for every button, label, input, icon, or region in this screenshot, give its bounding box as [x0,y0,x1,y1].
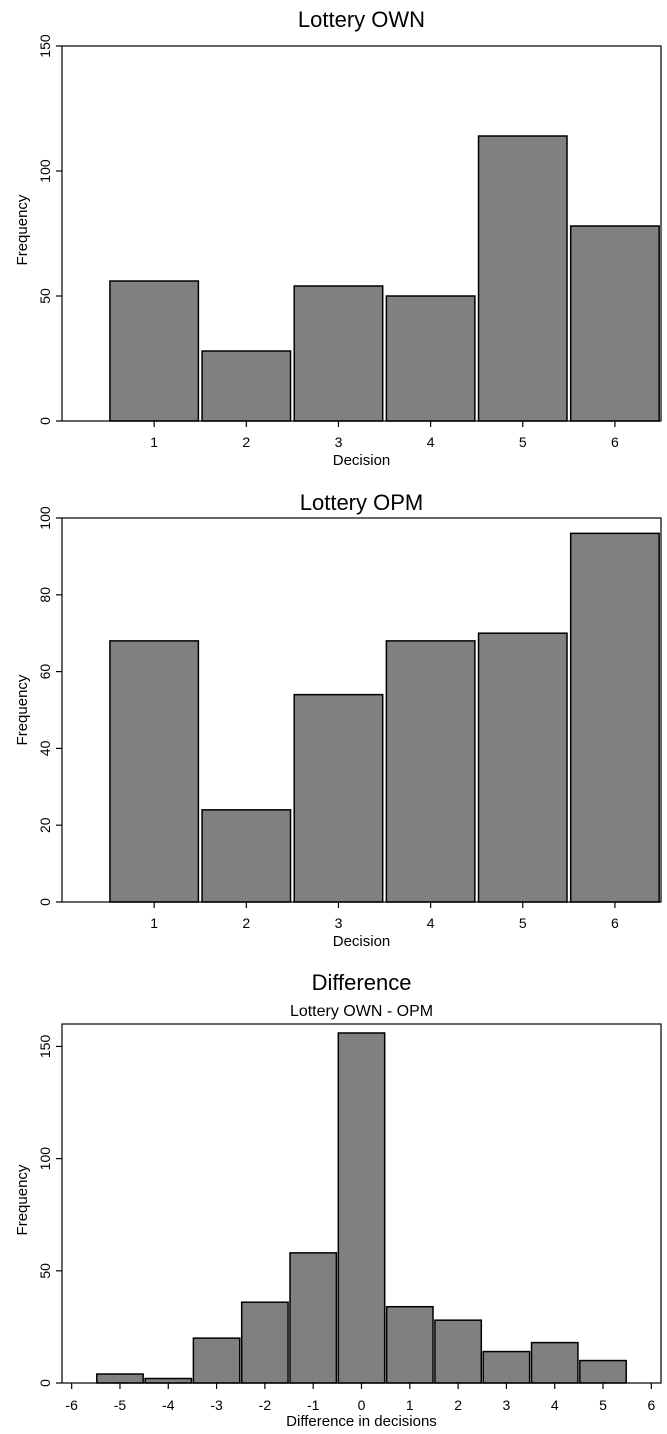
x-tick-label: -6 [65,1397,78,1413]
bar-minus-2 [240,1301,289,1384]
x-tick-label: 6 [611,434,619,450]
x-tick-label: -5 [114,1397,127,1413]
chart-panel-1: Lottery OWN 0 50 100 150 1 2 3 4 5 6 Decision Freque… [14,7,662,469]
bar-minus-3 [192,1337,241,1384]
y-tick-label: 50 [37,1263,53,1279]
bar-4 [530,1341,579,1384]
y-tick-label: 100 [37,506,53,530]
bar-minus-5 [96,1373,144,1384]
bar-4 [385,640,476,903]
y-tick-label: 0 [37,898,53,906]
x-tick-label: -4 [162,1397,175,1413]
x-tick-label: 1 [150,915,158,931]
bar-4 [385,295,476,422]
bar-5 [477,632,568,903]
chart-panel-2: Lottery OPM 0 20 40 60 80 100 1 2 3 4 5 6 Decision Fre… [14,490,662,950]
bar-5 [579,1359,627,1384]
x-tick-label: 3 [335,915,343,931]
x-tick-label: -3 [210,1397,223,1413]
bar-2 [434,1319,483,1384]
bar-1 [109,280,200,422]
y-tick-label: 100 [37,1147,53,1171]
bar-1 [385,1305,434,1384]
y-tick-label: 100 [37,159,53,183]
x-tick-label: 5 [519,434,527,450]
bar-2 [201,350,292,422]
bar-2 [201,809,292,903]
x-tick-label: 4 [427,434,435,450]
x-tick-label: 5 [599,1397,607,1413]
bar-6 [569,225,660,422]
y-tick-label: 0 [37,1379,53,1387]
x-axis-label: Difference in decisions [286,1413,437,1429]
y-tick-label: 150 [37,1035,53,1059]
x-axis-label: Decision [333,933,391,950]
chart-title: Lottery OPM [300,490,423,515]
y-axis-label: Frequency [14,194,31,265]
y-tick-label: 60 [37,664,53,680]
x-tick-label: 1 [406,1397,414,1413]
chart-title: Lottery OWN [298,7,425,32]
chart-subtitle: Lottery OWN - OPM [290,1003,433,1020]
x-tick-label: 4 [427,915,435,931]
x-tick-label: 4 [551,1397,559,1413]
x-tick-label: -2 [259,1397,272,1413]
bar-6 [569,532,660,903]
x-tick-label: -1 [307,1397,320,1413]
chart-title: Difference [312,970,412,995]
x-tick-label: 5 [519,915,527,931]
x-axis-label: Decision [333,452,391,469]
y-tick-label: 40 [37,740,53,756]
x-tick-label: 1 [150,434,158,450]
plot-frame [61,517,662,903]
x-tick-label: 0 [358,1397,366,1413]
x-tick-label: 6 [647,1397,655,1413]
x-tick-label: 3 [503,1397,511,1413]
bar-3 [482,1350,531,1384]
bar-0 [337,1032,386,1384]
y-tick-label: 50 [37,288,53,304]
y-axis-label: Frequency [14,674,31,745]
bar-3 [293,285,384,422]
x-tick-label: 6 [611,915,619,931]
y-tick-label: 20 [37,817,53,833]
y-tick-label: 0 [37,417,53,425]
x-tick-label: 2 [242,434,250,450]
bar-1 [109,640,200,903]
y-tick-label: 80 [37,587,53,603]
bar-5 [477,135,568,422]
bar-minus-1 [289,1252,338,1384]
x-tick-label: 2 [454,1397,462,1413]
bar-minus-4 [144,1377,193,1384]
bar-3 [293,693,384,903]
y-tick-label: 150 [37,34,53,58]
plot-frame [61,45,662,422]
x-tick-label: 3 [335,434,343,450]
x-tick-label: 2 [242,915,250,931]
y-axis-label: Frequency [14,1164,31,1235]
